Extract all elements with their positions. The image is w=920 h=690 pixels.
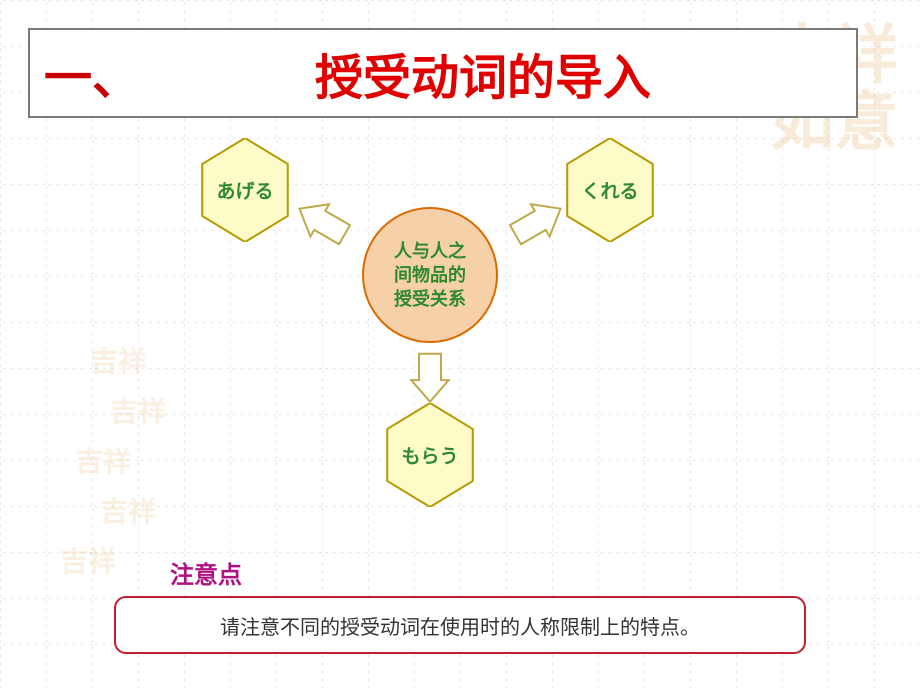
center-circle: 人与人之间物品的授受关系 (362, 207, 498, 343)
arrow-down-icon (409, 352, 450, 404)
hexagon-label-morau: もらう (401, 442, 458, 469)
note-text: 请注意不同的授受动词在使用时的人称限制上的特点。 (220, 611, 700, 640)
hexagon-label-kureru: くれる (581, 177, 638, 204)
hexagon-morau: もらう (378, 403, 482, 507)
title-box: 一、 授受动词的导入 (28, 28, 858, 118)
note-heading: 注意点 (170, 555, 242, 590)
hexagon-ageru: あげる (193, 138, 297, 242)
title-prefix: 一、 (44, 38, 140, 108)
hexagon-kureru: くれる (558, 138, 662, 242)
hexagon-label-ageru: あげる (216, 177, 273, 204)
center-circle-text: 人与人之间物品的授受关系 (394, 239, 466, 312)
title-main: 授受动词的导入 (140, 38, 856, 108)
note-box: 请注意不同的授受动词在使用时的人称限制上的特点。 (114, 596, 806, 654)
